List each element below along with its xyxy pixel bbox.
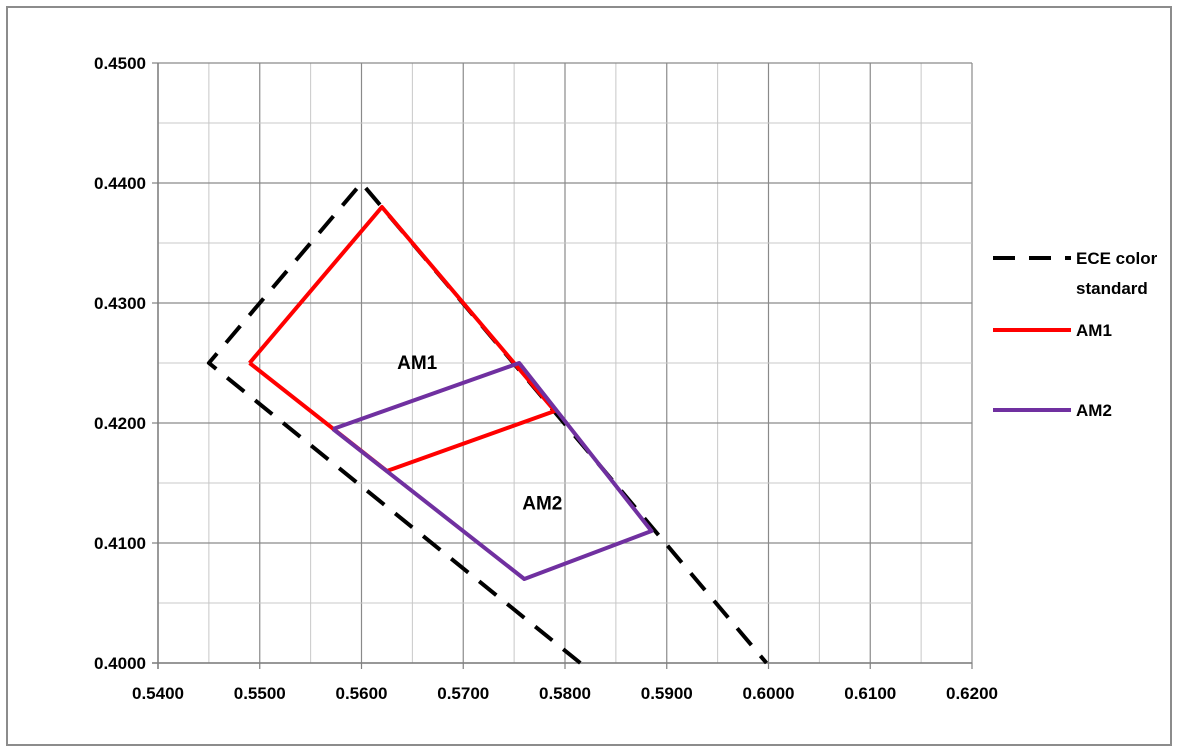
- x-tick-label: 0.6100: [844, 684, 896, 703]
- y-tick-label: 0.4500: [94, 54, 146, 73]
- y-tick-label: 0.4000: [94, 654, 146, 673]
- x-tick-label: 0.5900: [641, 684, 693, 703]
- x-tick-label: 0.5500: [234, 684, 286, 703]
- x-tick-label: 0.6000: [743, 684, 795, 703]
- chart-frame: 0.5400 0.5500 0.5600 0.5700 0.5800 0.5900 0.60…: [6, 6, 1172, 746]
- legend: ECE color standard AM1 AM2: [993, 249, 1158, 420]
- annotation-label: AM2: [522, 493, 562, 514]
- annotations: AM1 AM2: [397, 353, 562, 514]
- annotation-label: AM1: [397, 353, 438, 374]
- y-tick-label: 0.4300: [94, 294, 146, 313]
- y-tick-label: 0.4400: [94, 174, 146, 193]
- plot-area: [206, 181, 769, 665]
- x-tick-label: 0.5800: [539, 684, 591, 703]
- legend-label: AM2: [1076, 401, 1112, 420]
- y-tick-label: 0.4100: [94, 534, 146, 553]
- x-tick-label: 0.5400: [132, 684, 184, 703]
- axes: 0.5400 0.5500 0.5600 0.5700 0.5800 0.5900 0.60…: [94, 54, 998, 703]
- x-tick-label: 0.5700: [437, 684, 489, 703]
- legend-label: ECE color standard: [1076, 249, 1158, 298]
- x-tick-label: 0.6200: [946, 684, 998, 703]
- y-tick-label: 0.4200: [94, 414, 146, 433]
- legend-label: AM1: [1076, 321, 1112, 340]
- grid: [157, 62, 973, 664]
- x-tick-label: 0.5600: [336, 684, 388, 703]
- chart-svg: 0.5400 0.5500 0.5600 0.5700 0.5800 0.5900 0.60…: [94, 54, 1158, 703]
- series-am2-line: [331, 361, 654, 581]
